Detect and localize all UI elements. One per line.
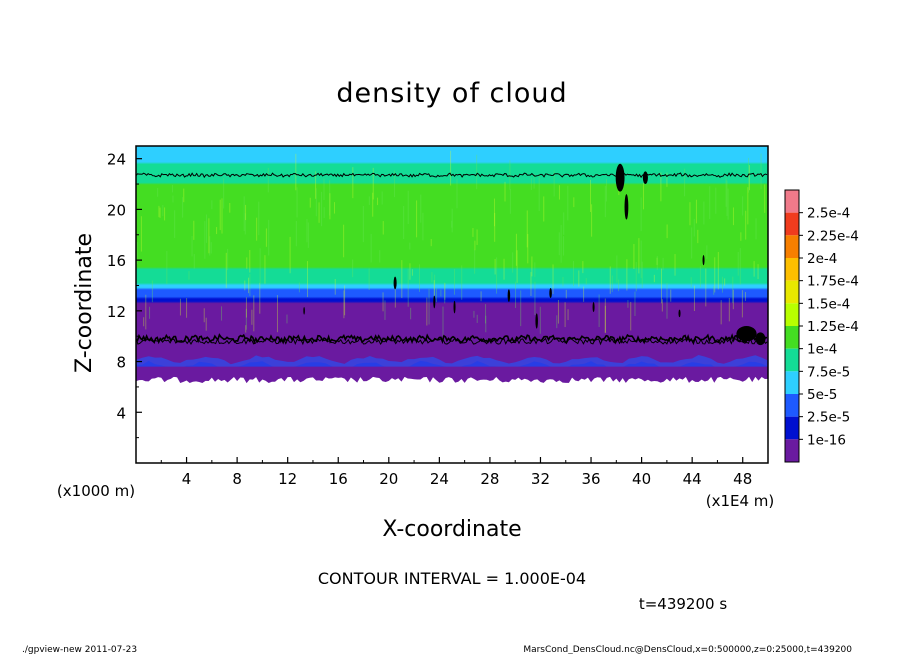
colorbar-swatch <box>785 348 799 372</box>
contour-blob <box>736 326 757 342</box>
colorbar-swatch <box>785 439 799 462</box>
x-tick-label: 44 <box>683 470 702 488</box>
colorbar-label: 2.5e-4 <box>807 206 850 222</box>
contour-line <box>136 337 768 346</box>
colorbar-swatch <box>785 326 799 349</box>
colorbar-swatch <box>785 190 799 213</box>
contour-blob <box>303 307 305 315</box>
plot-frame <box>135 145 769 464</box>
y-tick-label: 4 <box>116 404 126 422</box>
cloud-base-edge <box>136 366 768 384</box>
colorbar-swatch <box>785 371 799 394</box>
colorbar-label: 1e-16 <box>807 432 846 448</box>
contour-blob <box>453 300 456 314</box>
colorbar-label: 2.25e-4 <box>807 228 859 244</box>
contour-blob <box>393 276 397 290</box>
contour-interval: CONTOUR INTERVAL = 1.000E-04 <box>318 569 586 588</box>
colorbar-label: 1e-4 <box>807 342 837 358</box>
x-tick-label: 40 <box>632 470 651 488</box>
contour-blob <box>624 194 629 220</box>
y-axis-label: Z-coordinate <box>72 233 97 373</box>
contour-blob <box>592 301 595 313</box>
footer-left: ./gpview-new 2011-07-23 <box>22 645 137 654</box>
time-label: t=439200 s <box>639 595 727 613</box>
colorbar-label: 2e-4 <box>807 251 837 267</box>
contour-blob <box>678 309 681 318</box>
y-tick-label: 16 <box>107 252 126 270</box>
x-tick-label: 16 <box>329 470 348 488</box>
x-tick-label: 28 <box>480 470 499 488</box>
contour-blob <box>755 332 766 346</box>
x-axis-label: X-coordinate <box>382 517 521 542</box>
colorbar-label: 1.5e-4 <box>807 296 850 312</box>
contour-blob <box>535 313 538 329</box>
x-tick-label: 32 <box>531 470 550 488</box>
colorbar-swatch <box>785 303 799 326</box>
colorbar-label: 1.75e-4 <box>807 274 859 290</box>
x-tick-label: 48 <box>733 470 752 488</box>
colorbar-label: 5e-5 <box>807 387 837 403</box>
colorbar-label: 7.5e-5 <box>807 364 850 380</box>
colorbar-label: 1.25e-4 <box>807 319 859 335</box>
contour-blob <box>507 289 511 302</box>
y-tick-label: 12 <box>107 303 126 321</box>
x-tick-label: 12 <box>278 470 297 488</box>
contour-blob <box>642 171 648 185</box>
footer-right: MarsCond_DensCloud.nc@DensCloud,x=0:5000… <box>523 645 852 654</box>
y-unit-label: (x1000 m) <box>57 482 135 500</box>
y-tick-label: 8 <box>116 354 126 372</box>
colorbar-swatch <box>785 235 799 258</box>
chart-title: density of cloud <box>336 78 567 109</box>
colorbar-label: 2.5e-5 <box>807 410 850 426</box>
y-axis-ticks: 4 8 12 16 20 24 <box>107 151 142 439</box>
x-tick-label: 20 <box>379 470 398 488</box>
contour-line <box>136 172 768 179</box>
x-tick-label: 8 <box>232 470 242 488</box>
plot-area <box>135 145 769 464</box>
x-axis-ticks: 4 8 12 16 20 24 28 32 36 40 44 48 <box>160 457 769 488</box>
contour-blob <box>549 288 552 299</box>
contour-line <box>136 333 768 345</box>
contour-blob <box>433 295 436 309</box>
colorbar: 2.5e-4 2.25e-4 2e-4 1.75e-4 1.5e-4 1.25e-4 1e-… <box>784 189 859 463</box>
y-tick-label: 20 <box>107 201 126 219</box>
x-unit-label: (x1E4 m) <box>706 492 775 510</box>
colorbar-swatch <box>785 280 799 304</box>
contour-blob <box>615 163 625 192</box>
contour-blob <box>702 255 705 266</box>
colorbar-swatch <box>785 258 799 281</box>
colorbar-swatch <box>785 212 799 236</box>
x-tick-label: 24 <box>430 470 449 488</box>
x-tick-label: 36 <box>581 470 600 488</box>
colorbar-swatch <box>785 416 799 440</box>
x-tick-label: 4 <box>182 470 192 488</box>
colorbar-swatch <box>785 394 799 417</box>
y-tick-label: 24 <box>107 151 126 169</box>
